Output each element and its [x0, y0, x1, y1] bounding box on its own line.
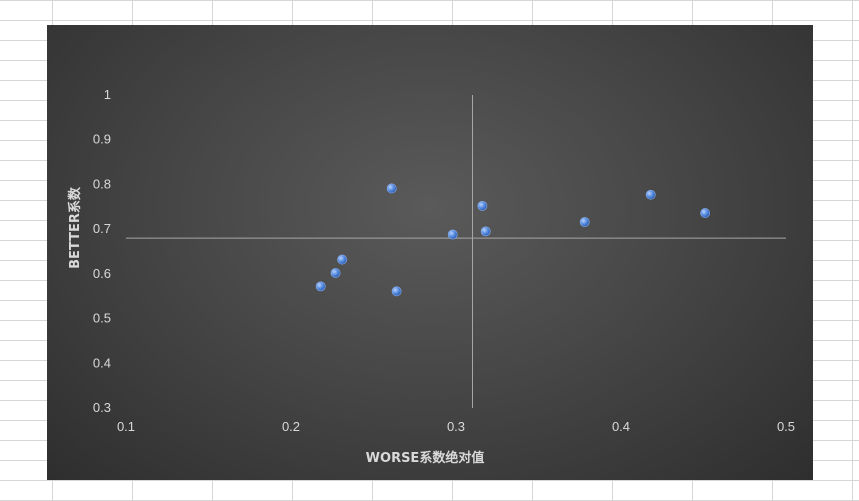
y-tick-label: 0.8 [93, 176, 111, 191]
x-tick-label: 0.5 [777, 419, 795, 434]
x-tick-label: 0.1 [117, 419, 135, 434]
data-point [391, 286, 402, 297]
data-point [700, 208, 711, 218]
y-axis-ticks: 0.3 0.4 0.5 0.6 0.7 0.8 0.9 1 [93, 87, 111, 415]
y-tick-label: 0.9 [93, 132, 111, 147]
chart-area: 0.3 0.4 0.5 0.6 0.7 0.8 0.9 1 0.1 0.2 0.3 0.4 0.5 W… [47, 25, 813, 480]
y-tick-label: 0.5 [93, 311, 111, 326]
scatter-chart: 0.3 0.4 0.5 0.6 0.7 0.8 0.9 1 0.1 0.2 0.3 0.4 0.5 W… [67, 87, 795, 466]
data-point [477, 200, 488, 211]
data-point [315, 281, 326, 292]
y-tick-label: 0.3 [93, 400, 111, 415]
y-tick-label: 0.6 [93, 266, 111, 281]
data-point [480, 226, 491, 237]
x-axis-ticks: 0.1 0.2 0.3 0.4 0.5 [117, 419, 795, 434]
data-point [645, 189, 656, 200]
x-tick-label: 0.4 [612, 419, 630, 434]
y-tick-label: 0.4 [93, 355, 111, 370]
data-points [315, 183, 711, 297]
data-point [447, 229, 458, 240]
data-point [386, 183, 397, 194]
y-tick-label: 0.7 [93, 221, 111, 236]
x-tick-label: 0.3 [447, 419, 465, 434]
reference-lines [126, 95, 786, 408]
data-point [337, 254, 348, 265]
y-tick-label: 1 [104, 87, 111, 102]
x-tick-label: 0.2 [282, 419, 300, 434]
data-point [579, 217, 590, 227]
y-axis-title: BETTER系数 [67, 186, 83, 269]
data-point [330, 268, 341, 278]
x-axis-title: WORSE系数绝对值 [366, 450, 485, 466]
